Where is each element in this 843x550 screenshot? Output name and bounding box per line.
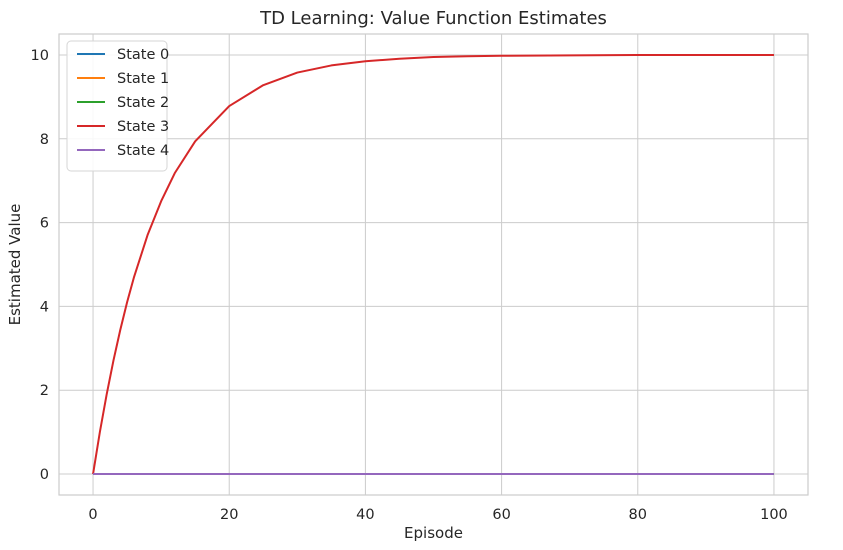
y-tick-label: 2	[40, 383, 49, 399]
legend-label-state-1: State 1	[117, 71, 169, 87]
y-tick-label: 6	[40, 216, 49, 232]
x-axis-label: Episode	[404, 524, 463, 542]
legend-label-state-0: State 0	[117, 47, 169, 63]
y-axis-label: Estimated Value	[6, 204, 24, 326]
x-tick-label: 80	[629, 507, 647, 523]
chart-title: TD Learning: Value Function Estimates	[259, 8, 607, 29]
plot-frame	[58, 33, 809, 496]
x-tick-label: 20	[220, 507, 238, 523]
y-tick-label: 8	[40, 132, 49, 148]
x-tick-label: 60	[492, 507, 510, 523]
y-tick-label: 10	[31, 48, 49, 64]
legend-label-state-4: State 4	[117, 143, 169, 159]
y-tick-label: 4	[40, 299, 49, 315]
grid	[59, 34, 808, 495]
series-lines	[92, 53, 774, 476]
x-tick-label: 0	[88, 507, 97, 523]
legend: State 0 State 1 State 2 State 3 State 4	[66, 40, 169, 172]
x-tick-label: 40	[356, 507, 374, 523]
legend-label-state-2: State 2	[117, 95, 169, 111]
series-line-state-3	[92, 53, 774, 475]
legend-label-state-3: State 3	[117, 119, 169, 135]
tick-labels: 0 20 40 60 80 100 0 2 4 6 8 10	[31, 48, 788, 523]
x-tick-label: 100	[760, 507, 788, 523]
legend-box	[66, 40, 168, 172]
y-tick-label: 0	[40, 467, 49, 483]
